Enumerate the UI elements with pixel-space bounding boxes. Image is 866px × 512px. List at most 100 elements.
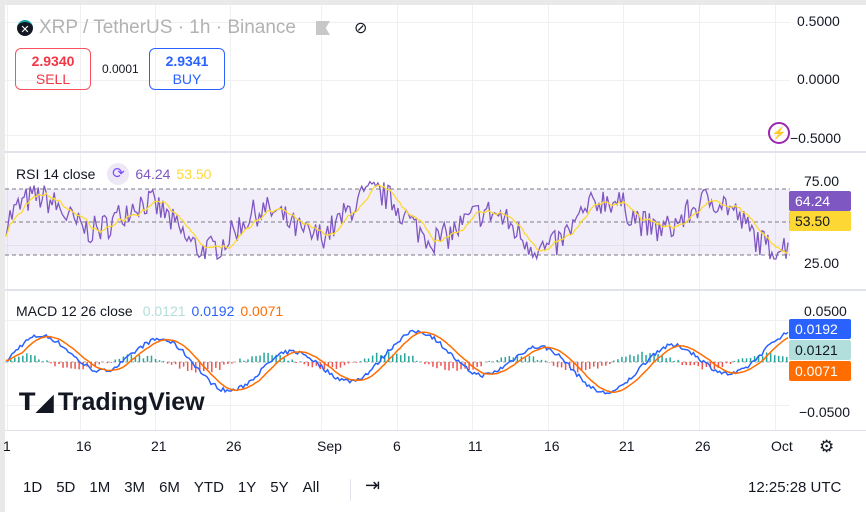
macd-histogram-bar xyxy=(488,360,490,362)
macd-histogram-bar xyxy=(247,359,249,362)
macd-histogram-bar xyxy=(777,355,780,362)
macd-histogram-bar xyxy=(74,362,76,369)
macd-histogram-bar xyxy=(78,362,80,370)
macd-histogram-bar xyxy=(255,356,257,362)
macd-histogram-bar xyxy=(428,362,430,365)
range-5d[interactable]: 5D xyxy=(56,479,76,496)
range-all[interactable]: All xyxy=(302,479,320,496)
macd-histogram-bar xyxy=(114,359,117,362)
grid-line xyxy=(5,405,790,406)
macd-histogram-bar xyxy=(745,358,748,362)
macd-axis-label: −0.0500 xyxy=(799,404,850,420)
macd-histogram-bar xyxy=(761,356,764,362)
macd-histogram-bar xyxy=(190,362,193,371)
macd-legend: MACD 12 26 close 0.0121 0.0192 0.0071 xyxy=(16,303,283,319)
buy-button[interactable]: 2.9341 BUY xyxy=(149,48,225,90)
range-1d[interactable]: 1D xyxy=(23,479,43,496)
hide-eye-icon[interactable]: ⊘ xyxy=(353,20,368,37)
macd-histogram-bar xyxy=(757,354,760,362)
macd-histogram-bar xyxy=(126,354,129,362)
macd-histogram-bar xyxy=(753,356,756,362)
macd-histogram-bar xyxy=(580,362,583,370)
macd-signal-tag: 0.0071 xyxy=(789,361,851,381)
macd-histogram-bar xyxy=(118,358,121,362)
macd-histogram-bar xyxy=(452,362,454,369)
macd-hist-tag: 0.0121 xyxy=(789,340,851,360)
macd-hist-value: 0.0121 xyxy=(142,303,186,319)
indicator-plot[interactable] xyxy=(5,5,790,435)
macd-histogram-bar xyxy=(315,362,318,366)
divider xyxy=(350,479,351,501)
macd-histogram-bar xyxy=(689,362,691,366)
range-6m[interactable]: 6M xyxy=(159,479,180,496)
macd-histogram-bar xyxy=(327,362,330,367)
macd-histogram-bar xyxy=(496,360,499,362)
macd-histogram-bar xyxy=(303,362,306,365)
macd-histogram-bar xyxy=(275,354,277,362)
rsi-label: RSI 14 close xyxy=(16,166,96,182)
macd-histogram-bar xyxy=(186,362,189,371)
range-1y[interactable]: 1Y xyxy=(237,479,257,496)
time-axis-label: 1 xyxy=(3,438,11,454)
macd-histogram-bar xyxy=(138,355,141,362)
macd-histogram-bar xyxy=(705,362,708,368)
macd-histogram-bar xyxy=(468,362,470,371)
macd-histogram-bar xyxy=(158,360,161,362)
macd-histogram-bar xyxy=(343,362,346,366)
settings-gear-icon[interactable]: ⚙ xyxy=(819,437,835,456)
macd-histogram-bar xyxy=(359,361,362,362)
macd-histogram-bar xyxy=(645,354,647,362)
grid-line xyxy=(548,5,549,430)
macd-histogram-bar xyxy=(492,361,494,362)
spread-value: 0.0001 xyxy=(102,62,139,76)
macd-histogram-bar xyxy=(725,362,728,364)
macd-histogram-bar xyxy=(207,362,209,370)
range-1m[interactable]: 1M xyxy=(89,479,111,496)
macd-histogram-bar xyxy=(18,356,20,362)
xrp-logo-icon: ✕ xyxy=(17,20,33,36)
macd-histogram-bar xyxy=(146,355,149,362)
symbol-title[interactable]: ✕ XRP / TetherUS · 1h · Binance ⊘ xyxy=(17,17,367,39)
macd-histogram-bar xyxy=(38,359,40,362)
macd-signal-value: 0.0071 xyxy=(240,303,284,319)
macd-histogram-bar xyxy=(367,358,370,362)
macd-histogram-bar xyxy=(552,362,555,366)
macd-histogram-bar xyxy=(339,362,342,368)
grid-line xyxy=(5,245,790,246)
macd-histogram-bar xyxy=(231,362,233,364)
macd-histogram-bar xyxy=(170,362,173,365)
macd-histogram-bar xyxy=(544,360,547,362)
goto-date-icon[interactable]: ⇥ xyxy=(365,475,381,495)
macd-histogram-bar xyxy=(46,360,48,362)
tradingview-watermark: 𝗧◢ TradingView xyxy=(19,388,205,417)
macd-histogram-bar xyxy=(785,356,788,362)
macd-histogram-bar xyxy=(259,355,261,362)
pane-separator[interactable] xyxy=(5,289,866,291)
macd-histogram-bar xyxy=(532,356,535,362)
lightning-icon[interactable]: ⚡ xyxy=(768,122,790,144)
macd-histogram-bar xyxy=(10,359,12,362)
range-ytd[interactable]: YTD xyxy=(193,479,224,496)
sell-button[interactable]: 2.9340 SELL xyxy=(15,48,91,90)
range-5y[interactable]: 5Y xyxy=(270,479,289,496)
macd-histogram-bar xyxy=(198,362,201,371)
clock[interactable]: 12:25:28 UTC xyxy=(748,479,842,496)
pane-separator[interactable] xyxy=(5,151,866,153)
flag-icon[interactable] xyxy=(315,21,330,35)
refresh-icon[interactable]: ⟳ xyxy=(107,163,130,185)
macd-histogram-bar xyxy=(713,362,716,370)
macd-histogram-bar xyxy=(22,355,24,362)
macd-histogram-bar xyxy=(263,352,265,362)
grid-line xyxy=(5,135,790,136)
macd-histogram-bar xyxy=(323,362,326,370)
macd-histogram-bar xyxy=(432,362,434,367)
macd-histogram-bar xyxy=(26,353,28,362)
macd-histogram-bar xyxy=(347,362,350,364)
macd-histogram-bar xyxy=(769,353,772,362)
chart-frame: ✕ XRP / TetherUS · 1h · Binance ⊘ 2.9340… xyxy=(3,5,866,512)
range-3m[interactable]: 3M xyxy=(124,479,146,496)
time-axis-label: 21 xyxy=(619,438,635,454)
macd-histogram-bar xyxy=(472,362,474,370)
macd-histogram-bar xyxy=(741,358,744,362)
macd-histogram-bar xyxy=(629,354,631,362)
